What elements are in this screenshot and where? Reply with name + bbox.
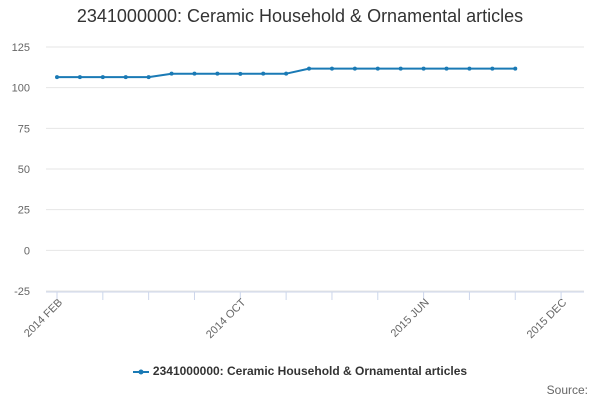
y-tick-label: 75 <box>18 123 30 135</box>
data-point <box>146 75 151 80</box>
y-tick-label: 25 <box>18 205 30 217</box>
y-tick-label: 100 <box>12 83 30 95</box>
data-point <box>375 66 380 71</box>
data-point <box>100 75 105 80</box>
data-point <box>513 66 518 71</box>
data-point <box>169 71 174 76</box>
data-point <box>307 66 312 71</box>
x-tick-label: 2015 JUN <box>389 297 432 340</box>
y-tick-label: 125 <box>12 42 30 54</box>
data-point <box>490 66 495 71</box>
legend-label: 2341000000: Ceramic Household & Ornament… <box>152 364 468 378</box>
data-point <box>55 75 59 80</box>
data-point <box>329 66 334 71</box>
y-tick-label: 0 <box>24 245 30 257</box>
data-point <box>284 71 289 76</box>
data-point <box>238 71 243 76</box>
data-point <box>215 71 220 76</box>
data-point <box>123 75 128 80</box>
legend-line-symbol <box>132 369 149 375</box>
y-tick-label: -25 <box>14 286 30 298</box>
data-point <box>444 66 449 71</box>
x-tick-label: 2014 FEB <box>22 297 65 340</box>
data-point <box>192 71 197 76</box>
y-tick-label: 50 <box>18 164 30 176</box>
data-point <box>261 71 266 76</box>
data-point <box>467 66 472 71</box>
source-credit: Source: <box>546 383 588 397</box>
chart-title: 2341000000: Ceramic Household & Ornament… <box>76 6 524 26</box>
legend[interactable]: 2341000000: Ceramic Household & Ornament… <box>0 364 600 378</box>
data-point <box>352 66 357 71</box>
data-point <box>77 75 82 80</box>
x-tick-label: 2015 DEC <box>525 297 569 341</box>
data-point <box>398 66 403 71</box>
data-point <box>421 66 426 71</box>
x-tick-label: 2014 OCT <box>204 296 249 341</box>
